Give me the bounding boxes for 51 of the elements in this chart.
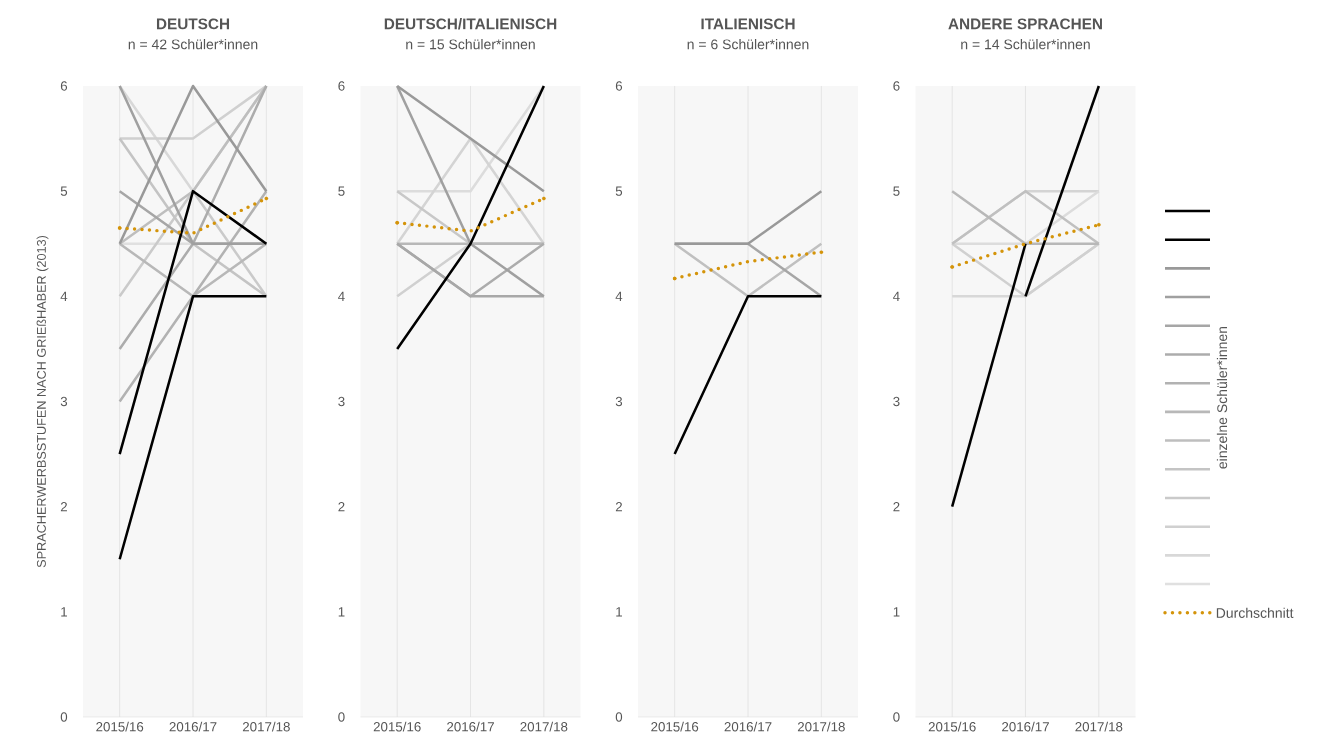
x-tick-label: 2015/16 [373,721,421,732]
y-tick-label: 3 [615,396,623,407]
chart-subtitle: n = 42 Schüler*innen [128,39,258,50]
chart-subtitle: n = 15 Schüler*innen [406,39,535,50]
x-tick-label: 2016/17 [447,721,494,732]
y-tick-label: 0 [615,712,623,722]
y-tick-label: 4 [893,291,900,301]
legend-label: Durchschnitt [1216,607,1294,618]
x-tick-label: 2017/18 [797,721,845,732]
chart-title: DEUTSCH/ITALIENISCH [384,18,557,30]
y-tick-label: 0 [893,712,900,722]
x-tick-label: 2016/17 [169,721,217,732]
y-tick-label: 6 [338,81,345,91]
y-tick-label: 5 [893,186,900,196]
y-tick-label: 4 [338,291,345,301]
chart-subtitle: n = 6 Schüler*innen [687,39,809,50]
x-tick-label: 2017/18 [520,721,568,732]
y-tick-label: 6 [615,81,623,91]
y-tick-label: 2 [615,502,622,512]
x-tick-label: 2016/17 [1002,721,1049,732]
y-tick-label: 6 [893,81,900,91]
legend-title: einzelne Schüler*innen [1216,326,1228,469]
y-tick-label: 1 [338,607,345,617]
chart-title: DEUTSCH [156,18,230,30]
x-tick-label: 2017/18 [242,721,290,732]
x-tick-label: 2017/18 [1075,721,1123,732]
y-tick-label: 3 [338,396,345,407]
chart-subtitle: n = 14 Schüler*innen [961,39,1090,50]
y-tick-label: 1 [893,607,900,617]
y-tick-label: 0 [60,712,68,722]
x-tick-label: 2016/17 [724,721,772,732]
y-tick-label: 5 [615,186,623,196]
y-tick-label: 2 [60,502,67,512]
x-tick-label: 2015/16 [928,721,976,732]
y-axis-title: SPRACHERWERBSSTUFEN NACH GRIEßHABER (2013) [36,235,49,568]
y-tick-label: 4 [615,291,623,301]
y-tick-label: 4 [60,291,68,301]
y-tick-label: 1 [61,607,67,617]
y-tick-label: 0 [338,712,345,722]
x-tick-label: 2015/16 [96,721,144,732]
y-tick-label: 3 [60,396,68,407]
chart-title: ANDERE SPRACHEN [948,18,1102,30]
y-tick-label: 5 [338,186,345,196]
y-tick-label: 2 [893,502,900,512]
y-tick-label: 1 [616,607,622,617]
x-tick-label: 2015/16 [651,721,699,732]
chart-title: ITALIENISCH [701,18,795,30]
y-tick-label: 3 [893,396,900,407]
y-tick-label: 5 [60,186,68,196]
y-tick-label: 6 [60,81,68,91]
y-tick-label: 2 [338,502,345,512]
